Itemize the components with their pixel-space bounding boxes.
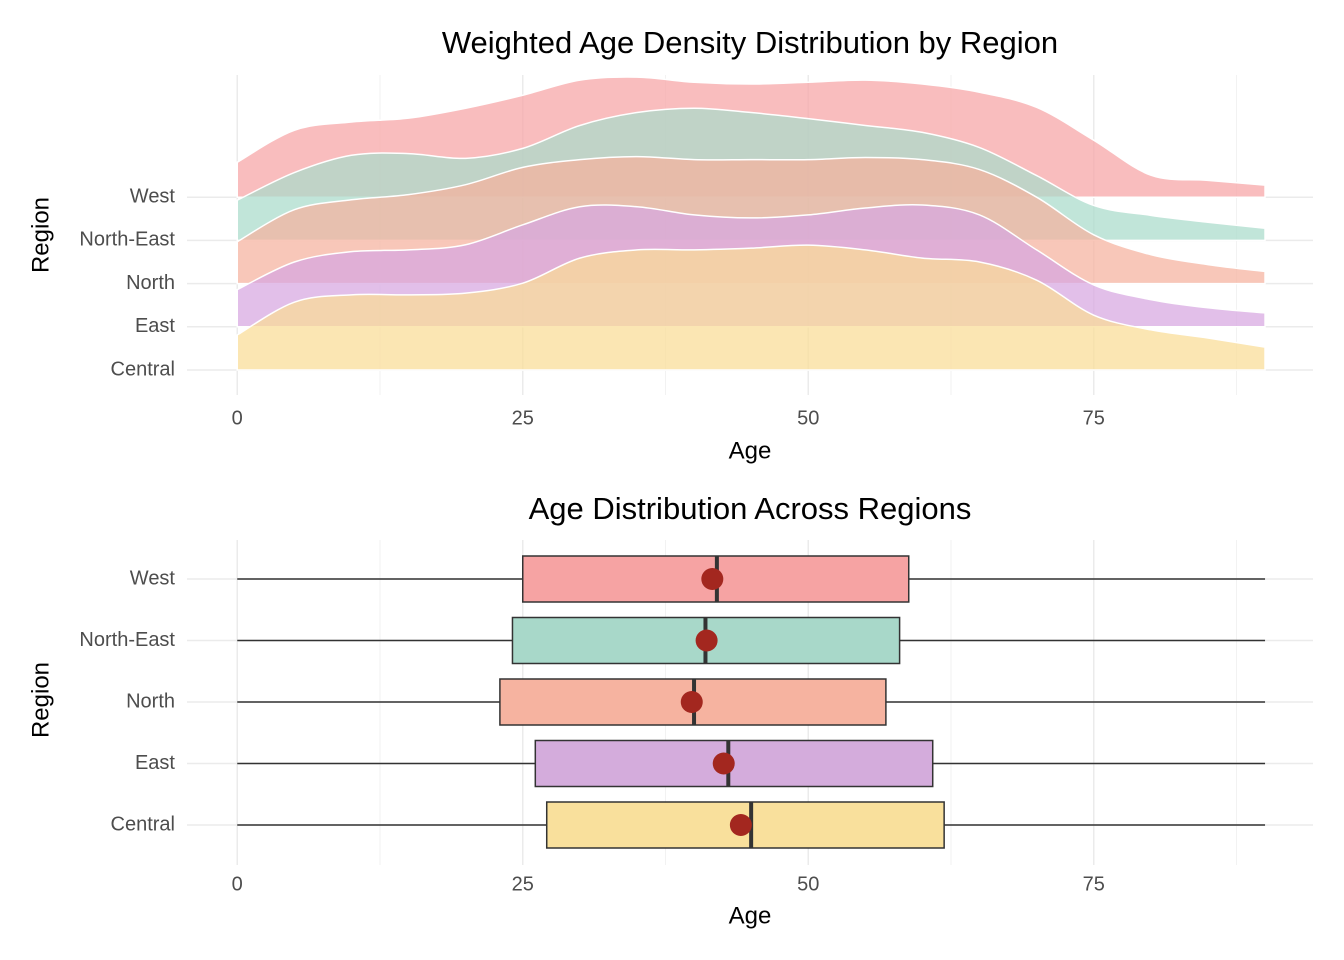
y-tick-label: Central (111, 358, 175, 380)
mean-point (712, 752, 735, 775)
y-tick-label: East (135, 315, 175, 337)
y-tick-label: West (130, 185, 176, 207)
mean-point (729, 814, 752, 836)
y-tick-label: North (126, 690, 175, 712)
x-axis-title: Age (729, 437, 772, 464)
x-tick-label: 50 (797, 873, 819, 895)
y-tick-label: North-East (79, 629, 175, 651)
mean-point (701, 568, 724, 590)
y-tick-label: West (130, 567, 176, 589)
x-tick-label: 75 (1083, 407, 1105, 429)
y-tick-label: North-East (79, 229, 175, 251)
x-tick-label: 0 (232, 407, 243, 429)
y-axis-title: Region (27, 197, 54, 273)
y-tick-label: North (126, 272, 175, 294)
density-ridge (236, 244, 1266, 371)
x-tick-label: 25 (512, 407, 534, 429)
y-axis-title: Region (27, 662, 54, 738)
mean-point (695, 629, 718, 652)
x-axis-title: Age (729, 902, 772, 929)
mean-point (680, 691, 703, 713)
chart-title: Age Distribution Across Regions (529, 491, 972, 526)
y-tick-label: Central (111, 813, 175, 835)
x-tick-label: 0 (232, 873, 243, 895)
x-tick-label: 25 (512, 873, 534, 895)
x-tick-label: 50 (797, 407, 819, 429)
x-tick-label: 75 (1083, 873, 1105, 895)
chart-title: Weighted Age Density Distribution by Reg… (442, 25, 1058, 60)
y-tick-label: East (135, 752, 175, 774)
